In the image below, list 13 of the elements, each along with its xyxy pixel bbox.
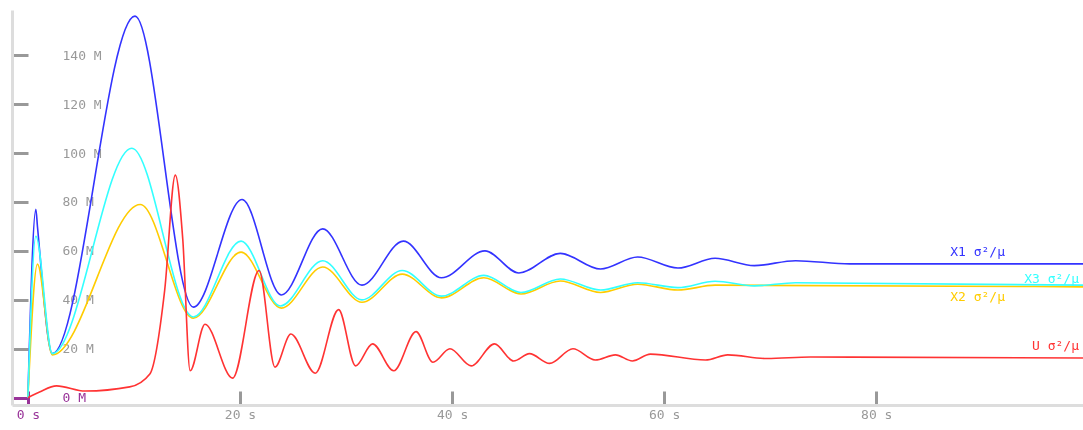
x-tick-label: 20 s <box>224 406 257 422</box>
series-label: X2 σ²/μ <box>950 288 1006 304</box>
series-label: X1 σ²/μ <box>950 243 1006 259</box>
y-tick-label: 140 M <box>62 47 102 63</box>
x-tick-label: 0 s <box>16 406 41 422</box>
series-label: X3 σ²/μ <box>1024 271 1080 287</box>
y-tick-label: 0 M <box>62 390 87 406</box>
x-tick-label: 60 s <box>648 406 681 422</box>
y-tick-label: 20 M <box>62 341 94 357</box>
y-tick-label: 120 M <box>62 96 102 112</box>
x-tick-label: 40 s <box>436 406 469 422</box>
series-label: U σ²/μ <box>1032 338 1080 354</box>
x-tick-label: 80 s <box>861 406 893 422</box>
